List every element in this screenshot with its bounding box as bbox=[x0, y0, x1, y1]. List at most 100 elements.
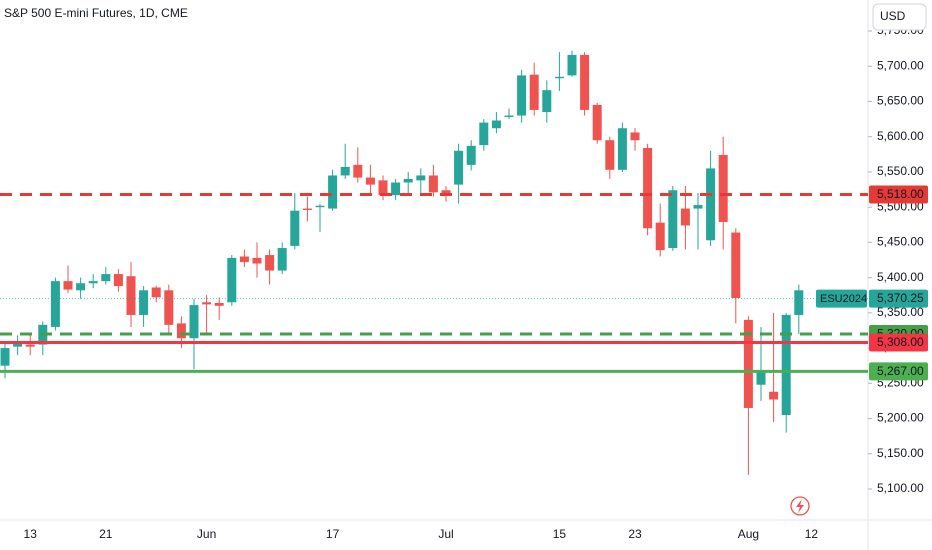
x-tick-label: 13 bbox=[24, 527, 38, 541]
x-tick-label: 21 bbox=[99, 527, 113, 541]
candle-body bbox=[353, 164, 363, 178]
y-tick-label: 5,400.00 bbox=[877, 270, 924, 284]
candle-body bbox=[391, 182, 401, 196]
candle-body bbox=[756, 372, 766, 385]
candle-body bbox=[592, 104, 602, 141]
candle-body bbox=[403, 178, 413, 183]
level-label: 5,518.00 bbox=[877, 187, 924, 201]
y-tick-label: 5,100.00 bbox=[877, 481, 924, 495]
overlay: ESU20245,370.255,518.005,320.005,308.005… bbox=[0, 185, 928, 381]
candle-body bbox=[504, 115, 514, 117]
currency-label[interactable]: USD bbox=[880, 9, 906, 23]
candle-body bbox=[529, 74, 539, 110]
candle-body bbox=[580, 54, 590, 110]
last-price-label: 5,370.25 bbox=[877, 291, 924, 305]
y-tick-label: 5,700.00 bbox=[877, 58, 924, 72]
candle-body bbox=[101, 274, 111, 282]
candle-body bbox=[617, 128, 627, 170]
title-bg bbox=[0, 3, 176, 25]
candle-body bbox=[328, 175, 338, 209]
x-tick-label: 17 bbox=[326, 527, 340, 541]
candle-body bbox=[164, 290, 174, 325]
candle-body bbox=[416, 175, 426, 181]
candle-body bbox=[76, 283, 86, 291]
candle-body bbox=[693, 205, 703, 209]
level-label-bg bbox=[869, 362, 928, 381]
candle-body bbox=[668, 190, 678, 249]
candle-body bbox=[428, 175, 438, 193]
candle-body bbox=[706, 168, 716, 241]
y-tick-label: 5,150.00 bbox=[877, 446, 924, 460]
currency-button[interactable] bbox=[872, 3, 927, 31]
candle-body bbox=[202, 302, 212, 305]
plot-area: 5,100.005,150.005,200.005,250.005,300.00… bbox=[0, 23, 924, 541]
candle-body bbox=[769, 391, 779, 400]
x-tick-label: 23 bbox=[628, 527, 642, 541]
candle-body bbox=[378, 180, 388, 196]
candle-body bbox=[227, 257, 237, 303]
candle-body bbox=[176, 323, 186, 339]
candle-body bbox=[517, 75, 527, 116]
candle-body bbox=[214, 302, 224, 306]
candle-body bbox=[630, 132, 640, 141]
candle-body bbox=[365, 177, 375, 185]
y-tick-label: 5,550.00 bbox=[877, 164, 924, 178]
symbol-badge: ESU2024 bbox=[820, 293, 867, 305]
candle-body bbox=[655, 222, 665, 251]
x-tick-label: Jun bbox=[197, 527, 216, 541]
y-tick-label: 5,450.00 bbox=[877, 235, 924, 249]
y-tick-label: 5,650.00 bbox=[877, 94, 924, 108]
candle-body bbox=[126, 276, 136, 315]
chart-title: S&P 500 E-mini Futures, 1D, CME bbox=[4, 6, 188, 20]
candle-body bbox=[277, 248, 287, 271]
candle-body bbox=[0, 348, 10, 366]
candle-body bbox=[151, 287, 161, 298]
candle-body bbox=[315, 205, 325, 208]
candle-body bbox=[731, 232, 741, 299]
x-tick-label: 15 bbox=[553, 527, 567, 541]
candle-body bbox=[567, 54, 577, 76]
candle-body bbox=[88, 281, 98, 284]
lightning-icon[interactable] bbox=[790, 496, 810, 516]
y-tick-label: 5,200.00 bbox=[877, 411, 924, 425]
candle-body bbox=[340, 166, 350, 176]
candle-body bbox=[25, 344, 35, 347]
level-label-bg bbox=[869, 185, 928, 204]
candle-body bbox=[290, 210, 300, 246]
candle-body bbox=[718, 155, 728, 222]
candle-body bbox=[239, 256, 249, 263]
candle-body bbox=[479, 122, 489, 146]
candle-body bbox=[139, 290, 149, 315]
candle-body bbox=[466, 145, 476, 165]
candle-body bbox=[643, 147, 653, 229]
candle-body bbox=[189, 305, 199, 339]
candle-body bbox=[63, 281, 73, 290]
candle-body bbox=[265, 255, 275, 271]
candle-body bbox=[302, 208, 312, 210]
candle-body bbox=[554, 76, 564, 79]
candle-body bbox=[542, 90, 552, 113]
level-label: 5,308.00 bbox=[877, 335, 924, 349]
x-tick-label: Aug bbox=[738, 527, 759, 541]
candle-body bbox=[252, 257, 262, 264]
last-price-label-bg bbox=[869, 289, 928, 308]
symbol-badge-bg bbox=[816, 289, 867, 308]
candle-body bbox=[441, 190, 451, 196]
candle-body bbox=[781, 314, 791, 416]
x-tick-label: 12 bbox=[805, 527, 819, 541]
level-label-bg bbox=[869, 333, 928, 352]
candle-body bbox=[491, 120, 501, 129]
candle-body bbox=[605, 140, 615, 170]
x-tick-label: Jul bbox=[438, 527, 453, 541]
candle-body bbox=[454, 150, 464, 185]
candle-body bbox=[113, 274, 123, 287]
level-label: 5,267.00 bbox=[877, 364, 924, 378]
candle-body bbox=[680, 208, 690, 226]
candle-body bbox=[50, 281, 60, 327]
candle-body bbox=[794, 290, 804, 315]
candle-body bbox=[743, 319, 753, 408]
y-tick-label: 5,600.00 bbox=[877, 129, 924, 143]
